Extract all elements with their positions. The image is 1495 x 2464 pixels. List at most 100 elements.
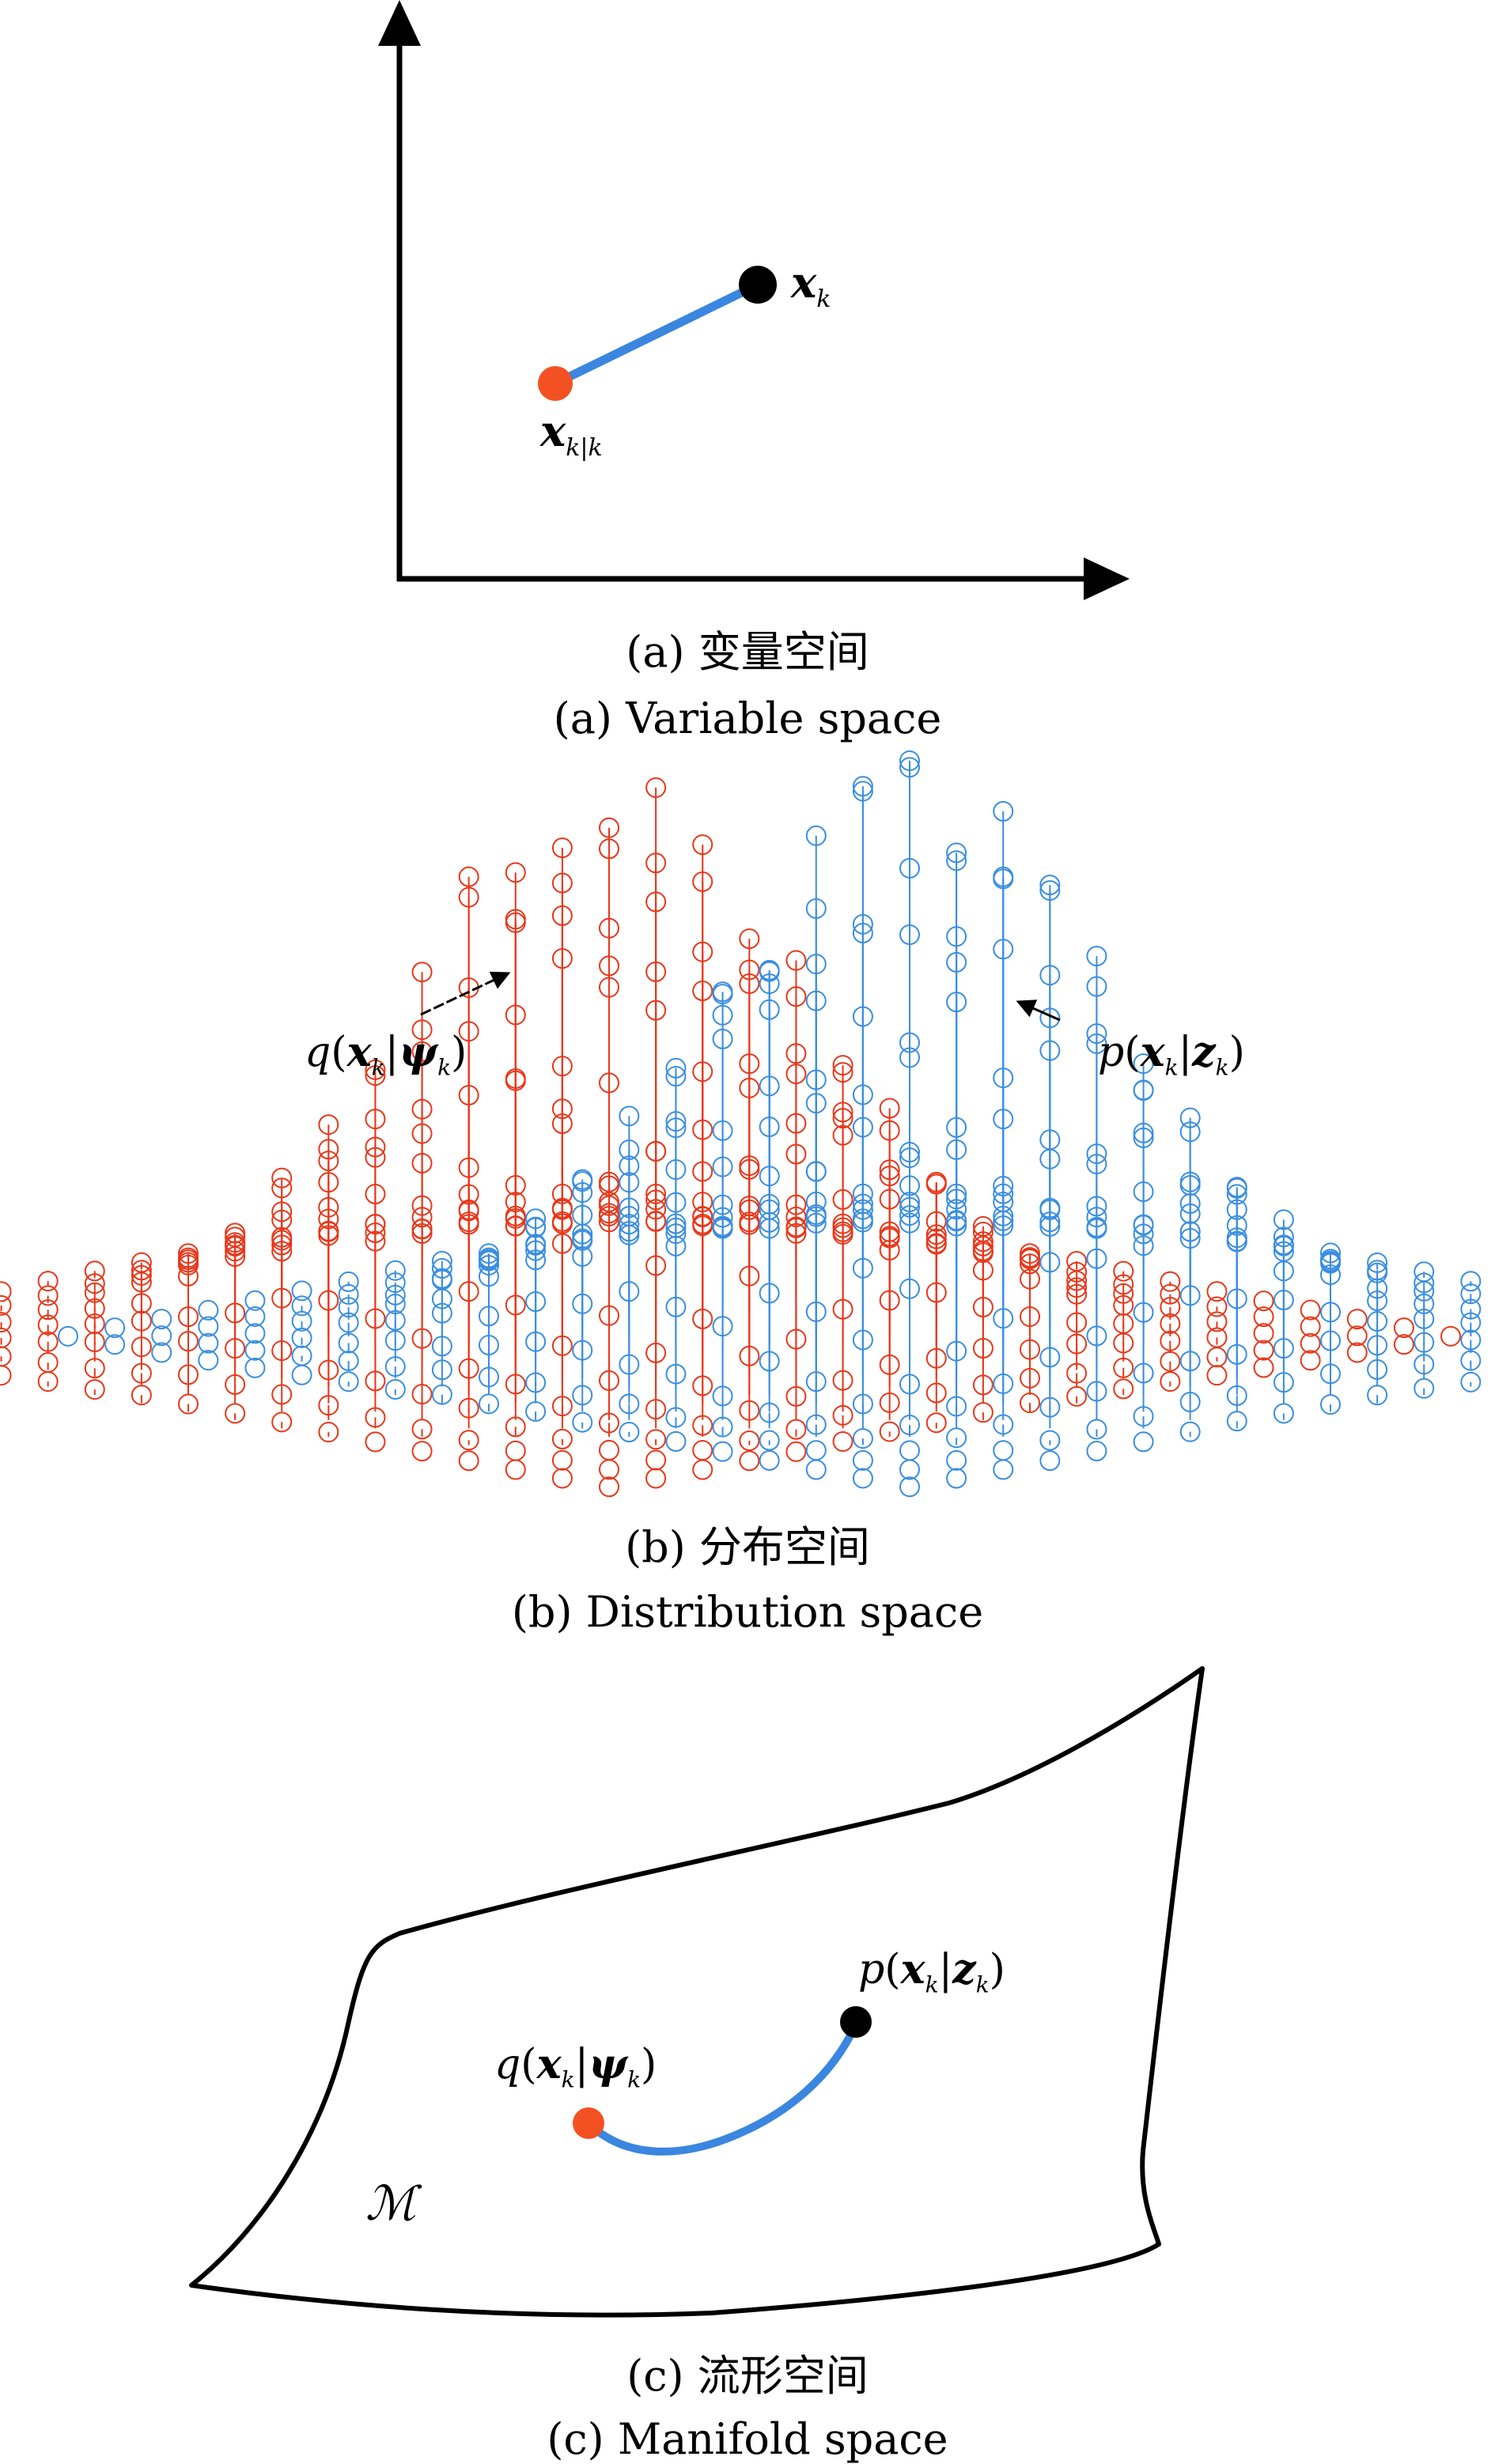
- p-dist-marker: [1273, 1290, 1294, 1311]
- p-dist-marker: [993, 1440, 1014, 1461]
- q-dist-marker: [458, 1184, 479, 1205]
- q-dist-marker: [84, 1379, 105, 1400]
- q-dist-marker: [645, 1255, 667, 1276]
- label-xkk-sub: k|k: [566, 433, 603, 462]
- q-dist-marker: [739, 1265, 760, 1287]
- p-dist-marker: [384, 1378, 406, 1400]
- p-dist-marker: [58, 1325, 78, 1347]
- q-dist-marker: [551, 1098, 573, 1120]
- p-dist-marker: [1273, 1209, 1294, 1230]
- q-dist-marker: [411, 1223, 433, 1244]
- q-dist-marker: [925, 1412, 947, 1434]
- p-dist-marker: [805, 1301, 827, 1322]
- q-dist-marker: [1160, 1313, 1181, 1334]
- p-dist-marker: [759, 1117, 780, 1138]
- q-dist-marker: [1440, 1325, 1461, 1347]
- p-dist-marker: [1039, 965, 1061, 986]
- q-dist-marker: [365, 1407, 386, 1428]
- q-dist-marker: [1346, 1342, 1368, 1363]
- p-dist-marker: [852, 1084, 873, 1105]
- p-dist-marker: [1226, 1411, 1247, 1432]
- q-dist-marker: [84, 1331, 105, 1352]
- p-dist-marker: [712, 1156, 733, 1177]
- q-dist-marker: [225, 1223, 246, 1244]
- p-dist-marker: [759, 961, 780, 982]
- label-pc-arg: x: [900, 1945, 925, 1993]
- p-dist-marker: [665, 1235, 687, 1257]
- q-dist-marker: [739, 928, 760, 950]
- p-dist-marker: [852, 1393, 873, 1415]
- caption-a-en: (a) Variable space: [553, 693, 942, 743]
- q-dist-marker: [692, 1459, 713, 1480]
- q-dist-marker: [739, 1400, 760, 1421]
- q-dist-marker: [879, 1098, 900, 1119]
- q-dist-marker: [785, 1113, 807, 1134]
- distribution-p: [58, 750, 1482, 1498]
- p-dist-marker: [1320, 1330, 1341, 1351]
- caption-b-en: (b) Distribution space: [511, 1587, 984, 1637]
- q-dist-marker: [1300, 1299, 1321, 1321]
- p-dist-marker: [1039, 1252, 1061, 1273]
- p-dist-marker: [852, 1428, 873, 1449]
- q-dist-marker: [0, 1312, 12, 1333]
- p-dist-marker: [338, 1283, 359, 1305]
- q-dist-marker: [832, 1298, 853, 1320]
- p-dist-marker: [852, 1468, 873, 1489]
- q-dist-marker: [1253, 1357, 1274, 1378]
- p-dist-marker: [198, 1316, 219, 1337]
- q-dist-marker: [1393, 1334, 1414, 1355]
- q-dist-marker: [739, 1450, 760, 1472]
- p-dist-marker: [1414, 1332, 1435, 1353]
- p-dist-marker: [1273, 1338, 1294, 1359]
- label-qc-arg-sub: k: [561, 2066, 575, 2093]
- q-dist-marker: [692, 834, 713, 856]
- p-dist-marker: [572, 1169, 593, 1190]
- q-dist-marker: [411, 1384, 433, 1405]
- q-dist-marker: [972, 1215, 994, 1237]
- p-dist-marker: [1273, 1226, 1294, 1248]
- p-dist-marker: [665, 1430, 687, 1452]
- p-dist-marker: [1133, 1053, 1154, 1075]
- label-pc-fn: p: [858, 1946, 885, 1993]
- p-dist-marker: [525, 1331, 547, 1352]
- p-dist-marker: [1086, 976, 1107, 997]
- q-dist-marker: [318, 1139, 339, 1160]
- q-dist-marker: [131, 1385, 152, 1406]
- label-p-given-sub: k: [1215, 1054, 1229, 1081]
- p-dist-marker: [1460, 1312, 1482, 1333]
- q-dist-marker: [365, 1308, 386, 1329]
- q-dist-marker: [318, 1359, 339, 1381]
- label-xk: xk: [791, 257, 831, 313]
- q-dist-marker: [0, 1365, 12, 1386]
- p-dist-marker: [619, 1139, 640, 1161]
- p-dist-marker: [899, 1278, 920, 1299]
- p-dist-marker: [1460, 1371, 1482, 1393]
- p-point: [840, 2006, 872, 2038]
- p-dist-marker: [572, 1385, 593, 1406]
- q-dist-marker: [599, 1195, 619, 1216]
- p-dist-marker: [384, 1260, 406, 1281]
- q-dist-marker: [551, 1335, 573, 1356]
- p-dist-marker: [946, 1396, 967, 1417]
- p-dist-marker: [1039, 875, 1061, 896]
- p-dist-marker: [665, 1159, 687, 1181]
- p-dist-marker: [899, 1440, 920, 1461]
- p-dist-marker: [479, 1335, 499, 1356]
- p-dist-marker: [1179, 1421, 1201, 1442]
- q-dist-marker: [645, 1429, 667, 1450]
- q-dist-marker: [458, 866, 479, 887]
- q-dist-marker: [599, 1439, 619, 1461]
- p-dist-marker: [946, 1468, 967, 1489]
- q-dist-marker: [1020, 1339, 1040, 1360]
- q-dist-marker: [739, 1053, 760, 1075]
- p-dist-marker: [1414, 1377, 1435, 1399]
- q-dist-marker: [551, 905, 573, 926]
- q-dist-marker: [879, 1290, 900, 1311]
- p-dist-marker: [572, 1340, 593, 1361]
- q-dist-marker: [131, 1362, 152, 1384]
- p-dist-marker: [852, 1257, 873, 1279]
- q-dist-marker: [692, 941, 713, 962]
- p-dist-marker: [479, 1393, 499, 1415]
- q-dist-marker: [785, 1223, 807, 1244]
